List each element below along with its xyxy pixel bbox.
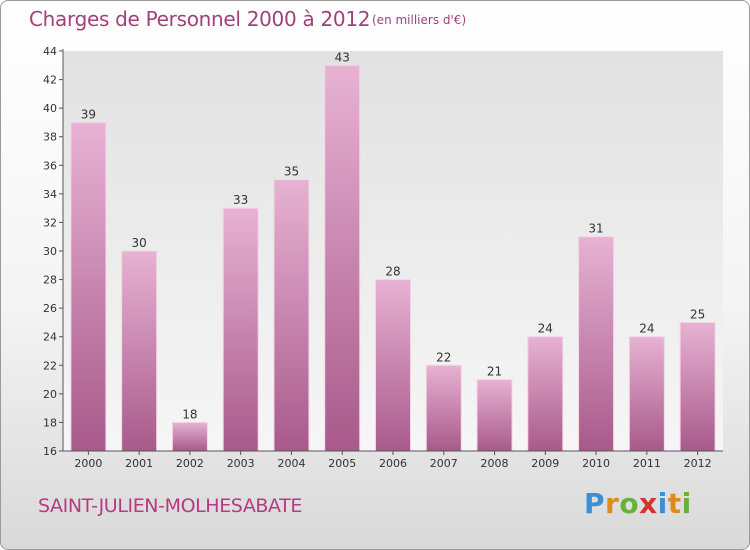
chart-subtitle: (en milliers d'€): [372, 13, 467, 27]
bar-value-label: 18: [182, 407, 197, 421]
commune-name: SAINT-JULIEN-MOLHESABATE: [38, 495, 302, 517]
bar-value-label: 31: [588, 222, 603, 236]
x-tick-label: 2006: [379, 457, 407, 470]
y-tick-label: 44: [43, 45, 57, 58]
x-tick-label: 2000: [74, 457, 102, 470]
y-tick-label: 26: [43, 302, 57, 315]
chart-title: Charges de Personnel 2000 à 2012: [29, 7, 371, 31]
bar-value-label: 35: [284, 165, 299, 179]
y-tick-label: 28: [43, 274, 57, 287]
y-tick-label: 22: [43, 359, 57, 372]
y-tick-label: 40: [43, 102, 57, 115]
y-tick-label: 30: [43, 245, 57, 258]
bar-2004: [273, 179, 310, 452]
bar-value-label: 39: [81, 107, 96, 121]
bar-2011: [628, 336, 665, 452]
bars: 39 30 18 33 35 43 28 22 21 24 31 24 25: [70, 50, 716, 452]
y-tick-label: 20: [43, 388, 57, 401]
bar-2010: [578, 236, 615, 452]
bar-2000: [70, 121, 107, 452]
x-tick-label: 2002: [176, 457, 204, 470]
proxiti-logo: Proxiti: [584, 487, 692, 520]
bar-value-label: 24: [538, 322, 553, 336]
bar-2001: [121, 250, 158, 452]
bar-value-label: 30: [132, 236, 147, 250]
bar-2009: [527, 336, 564, 452]
x-axis: 2000 2001 2002 2003 2004 2005 2006 2007 2008 2009…: [63, 450, 723, 470]
bar-value-label: 22: [436, 350, 451, 364]
bar-2007: [425, 364, 462, 452]
bar-value-label: 21: [487, 365, 502, 379]
x-tick-label: 2011: [633, 457, 661, 470]
y-tick-label: 38: [43, 131, 57, 144]
y-tick-label: 42: [43, 74, 57, 87]
bar-2008: [476, 379, 513, 452]
bar-value-label: 24: [639, 322, 654, 336]
y-tick-label: 36: [43, 159, 57, 172]
x-tick-label: 2007: [430, 457, 458, 470]
x-tick-label: 2010: [582, 457, 610, 470]
bar-value-label: 25: [690, 307, 705, 321]
y-tick-label: 32: [43, 216, 57, 229]
bar-value-label: 33: [233, 193, 248, 207]
bar-value-label: 28: [385, 265, 400, 279]
bar-2003: [222, 207, 259, 452]
x-tick-label: 2008: [481, 457, 509, 470]
bar-2005: [324, 64, 361, 452]
y-tick-label: 34: [43, 188, 57, 201]
bar-2006: [375, 279, 411, 452]
y-tick-label: 16: [43, 445, 57, 458]
y-tick-label: 24: [43, 331, 57, 344]
bar-value-label: 43: [335, 50, 350, 64]
x-tick-label: 2009: [531, 457, 559, 470]
bar-2002: [171, 421, 208, 452]
x-tick-label: 2012: [684, 457, 712, 470]
x-tick-label: 2004: [277, 457, 305, 470]
bar-2012: [679, 321, 716, 452]
x-tick-label: 2001: [125, 457, 153, 470]
x-tick-label: 2005: [328, 457, 356, 470]
y-axis: 16 18 20 22 24 26 28 30 32 34 36 38 40 42 44: [43, 45, 64, 458]
y-tick-label: 18: [43, 416, 57, 429]
x-tick-label: 2003: [227, 457, 255, 470]
